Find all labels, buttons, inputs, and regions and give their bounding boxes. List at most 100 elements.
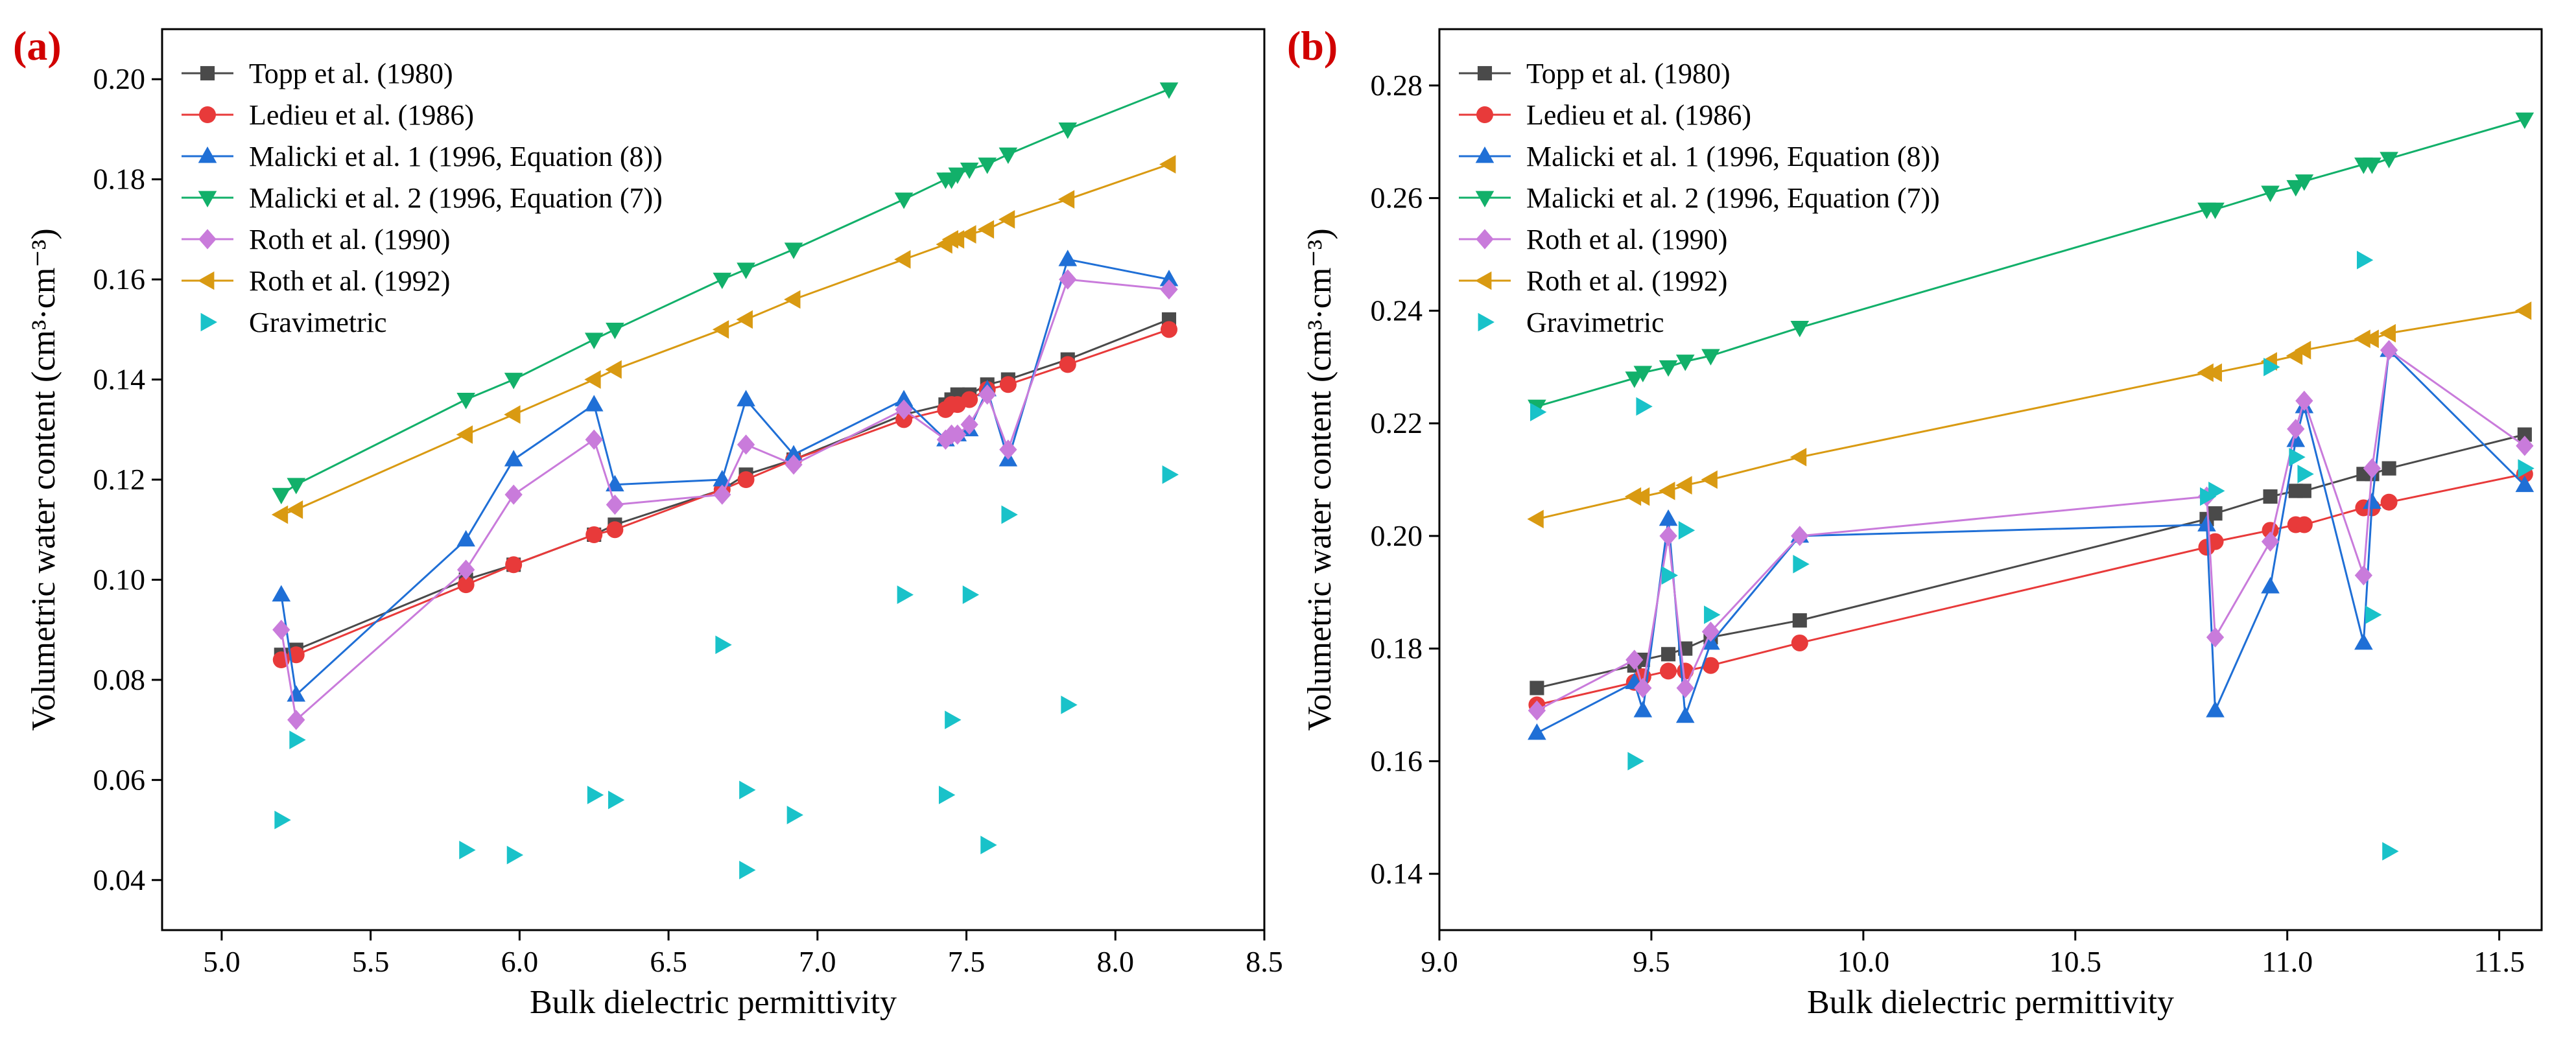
panel-a-point-gravimetric <box>739 780 756 800</box>
panel-a-point-roth-et-al-1992 <box>712 320 729 339</box>
panel-a-point-roth-et-al-1990 <box>999 439 1017 460</box>
panel-b-point-topp-et-al-1980 <box>2208 506 2223 521</box>
panel-b-point-roth-et-al-1992 <box>2205 363 2222 382</box>
panel-b-point-gravimetric <box>2289 447 2306 467</box>
panel-b-point-roth-et-al-1990 <box>1701 621 1720 642</box>
panel-a-y-tick-label: 0.20 <box>93 62 146 95</box>
panel-b-x-tick-label: 9.0 <box>1421 945 1458 978</box>
panel-a-series-ledieu-et-al-1986 <box>272 321 1177 668</box>
panel-b-point-roth-et-al-1990 <box>2287 419 2305 439</box>
panel-a-point-gravimetric <box>938 786 956 804</box>
panel-a-point-roth-et-al-1990 <box>949 424 967 445</box>
panel-a-point-malicki-et-al-2-1996-equation-7 <box>978 158 997 174</box>
panel-a-point-malicki-et-al-2-1996-equation-7 <box>713 272 732 290</box>
panel-b-point-roth-et-al-1990 <box>2380 340 2398 360</box>
panel-b-point-roth-et-al-1992 <box>1659 482 1675 500</box>
panel-a-legend-marker <box>198 271 215 290</box>
panel-b-point-malicki-et-al-2-1996-equation-7 <box>2363 158 2381 174</box>
panel-b-point-ledieu-et-al-1986 <box>1791 634 1808 651</box>
panel-a-point-roth-et-al-1992 <box>736 310 753 329</box>
panel-a-y-tick-label: 0.12 <box>93 463 146 496</box>
panel-b-point-gravimetric <box>2263 357 2280 377</box>
panel-b-point-topp-et-al-1980 <box>2297 484 2311 498</box>
panel-a-point-roth-et-al-1990 <box>1160 279 1178 300</box>
panel-a-legend-label: Malicki et al. 2 (1996, Equation (7)) <box>249 182 663 214</box>
panel-b-point-gravimetric <box>1636 397 1653 416</box>
panel-b-x-tick-label: 10.5 <box>2050 945 2102 978</box>
panel-b-point-roth-et-al-1990 <box>2206 627 2225 648</box>
panel-a-series-line-roth-et-al-1992 <box>281 163 1170 516</box>
panel-b-point-gravimetric <box>2382 842 2399 861</box>
panel-a-point-malicki-et-al-2-1996-equation-7 <box>784 242 803 259</box>
panel-b-point-malicki-et-al-2-1996-equation-7 <box>2295 174 2314 191</box>
panel-a-point-ledieu-et-al-1986 <box>737 471 755 488</box>
panel-a-point-roth-et-al-1990 <box>287 710 305 730</box>
panel-a-point-malicki-et-al-2-1996-equation-7 <box>456 393 475 410</box>
panel-a-x-tick-label: 7.5 <box>948 945 986 978</box>
panel-a-legend-marker <box>199 106 216 123</box>
panel-b-point-malicki-et-al-1-1996-equation-8 <box>2197 515 2216 531</box>
panel-b-point-malicki-et-al-2-1996-equation-7 <box>1790 321 1810 338</box>
panel-b-point-malicki-et-al-2-1996-equation-7 <box>1701 349 1720 366</box>
panel-a-point-gravimetric <box>459 841 476 859</box>
panel-a-point-roth-et-al-1992 <box>960 225 976 244</box>
panel-a-y-tick-label: 0.16 <box>93 263 146 296</box>
panel-b-point-topp-et-al-1980 <box>2381 461 2396 476</box>
panel-a-point-roth-et-al-1992 <box>271 505 289 524</box>
panel-a-series-roth-et-al-1992 <box>271 155 1176 524</box>
panel-b-point-malicki-et-al-2-1996-equation-7 <box>1625 371 1644 388</box>
panel-a-point-gravimetric <box>715 635 732 655</box>
panel-b-point-roth-et-al-1990 <box>2363 458 2381 479</box>
panel-a-point-roth-et-al-1990 <box>737 434 755 455</box>
panel-b-point-ledieu-et-al-1986 <box>2206 533 2224 550</box>
panel-b-legend-label: Topp et al. (1980) <box>1526 58 1731 89</box>
panel-a-legend-marker <box>198 146 217 163</box>
panel-a-point-roth-et-al-1990 <box>456 559 475 580</box>
panel-b-legend-marker <box>1476 106 1493 123</box>
panel-a-point-roth-et-al-1992 <box>998 210 1015 229</box>
panel-a-point-malicki-et-al-2-1996-equation-7 <box>272 487 291 505</box>
panel-b-point-roth-et-al-1992 <box>2294 340 2311 360</box>
panel-a-legend-item-topp-et-al-1980: Topp et al. (1980) <box>182 58 453 89</box>
panel-a-x-tick-label: 6.0 <box>501 945 539 978</box>
panel-a-point-gravimetric <box>962 585 980 604</box>
panel-a-point-gravimetric <box>587 786 604 804</box>
panel-a-point-malicki-et-al-1-1996-equation-8 <box>713 470 732 487</box>
panel-b-point-ledieu-et-al-1986 <box>1702 657 1719 674</box>
panel-a-y-tick-label: 0.10 <box>93 563 146 596</box>
panel-b-point-roth-et-al-1992 <box>2379 323 2396 343</box>
panel-b-legend: Topp et al. (1980) Ledieu et al. (1986) Ma… <box>1459 58 1940 338</box>
panel-b-point-gravimetric <box>2518 459 2535 478</box>
panel-a-point-gravimetric <box>945 710 962 729</box>
panel-b-point-roth-et-al-1990 <box>1625 649 1644 670</box>
panel-b-point-malicki-et-al-1-1996-equation-8 <box>1659 509 1678 526</box>
panel-b-legend-item-ledieu-et-al-1986: Ledieu et al. (1986) <box>1459 99 1751 131</box>
panel-a-point-roth-et-al-1992 <box>504 405 521 424</box>
panel-b-point-malicki-et-al-2-1996-equation-7 <box>2206 202 2225 219</box>
panel-b-series-gravimetric <box>1530 250 2535 861</box>
panel-b-y-tick-label: 0.28 <box>1371 69 1423 102</box>
panel-a-point-ledieu-et-al-1986 <box>457 576 475 594</box>
panel-a-point-malicki-et-al-2-1996-equation-7 <box>948 167 967 184</box>
panel-a-point-gravimetric <box>739 861 756 880</box>
panel-b-point-gravimetric <box>1704 605 1721 624</box>
panel-a-point-ledieu-et-al-1986 <box>961 391 978 408</box>
panel-a-point-ledieu-et-al-1986 <box>999 376 1017 393</box>
panel-b-legend-marker <box>1476 229 1494 250</box>
panel-b-legend-marker <box>1478 312 1495 332</box>
panel-b-point-roth-et-al-1992 <box>2197 363 2214 382</box>
panel-a-series-malicki-et-al-1-1996-equation-8 <box>272 250 1179 702</box>
panel-a-point-malicki-et-al-2-1996-equation-7 <box>584 333 604 349</box>
panel-a-point-malicki-et-al-1-1996-equation-8 <box>584 395 604 412</box>
panel-a-point-malicki-et-al-1-1996-equation-8 <box>456 530 475 547</box>
panel-b-point-roth-et-al-1992 <box>2354 329 2370 349</box>
panel-a-point-malicki-et-al-2-1996-equation-7 <box>894 193 914 209</box>
panel-a-point-gravimetric <box>289 730 306 749</box>
panel-a-legend-label: Roth et al. (1992) <box>249 265 450 297</box>
panel-a-series-roth-et-al-1990 <box>272 269 1178 730</box>
panel-b-legend-marker <box>1475 146 1495 163</box>
panel-a-point-roth-et-al-1990 <box>713 484 731 505</box>
panel-b-series-roth-et-al-1992 <box>1527 301 2532 529</box>
panel-b-point-roth-et-al-1992 <box>2362 329 2379 349</box>
panel-a-point-gravimetric <box>897 585 914 604</box>
